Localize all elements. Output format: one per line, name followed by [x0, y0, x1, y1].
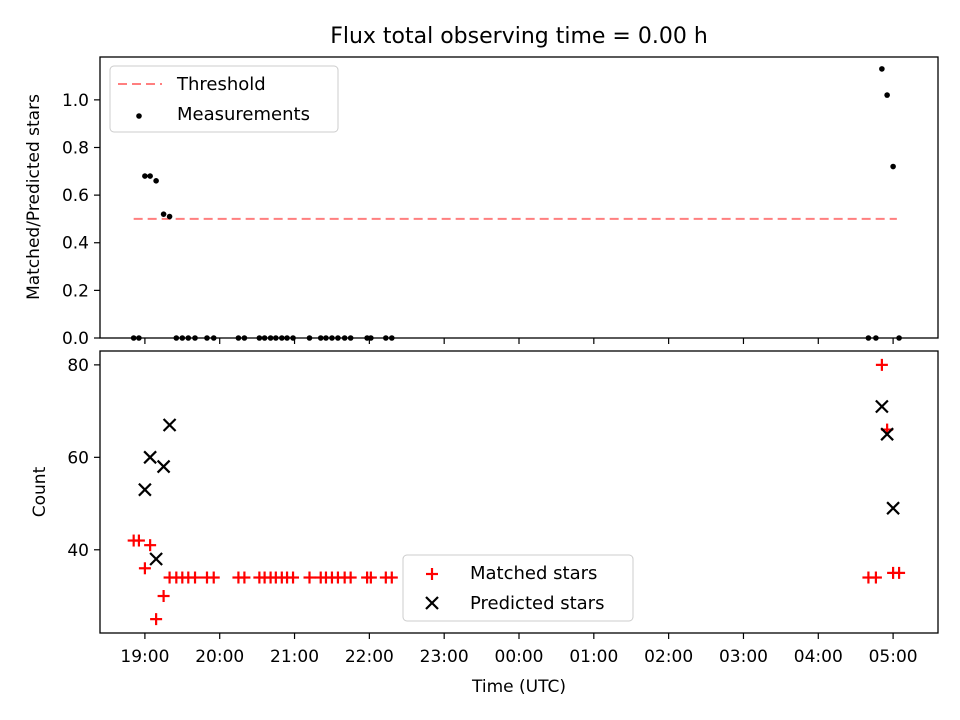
x-tick-label: 19:00	[120, 647, 169, 667]
measurement-point	[160, 211, 167, 217]
measurement-point	[890, 163, 896, 170]
count-x-axis: 19:00 20:00 21:00 22:00 23:00 00:00 01:00 02:00…	[120, 633, 918, 667]
matched-star-point	[238, 571, 251, 584]
legend-predicted-swatch	[425, 596, 439, 610]
x-tick-label: 02:00	[644, 647, 693, 667]
measurement-point	[142, 173, 148, 179]
count-y-tick-label: 60	[67, 448, 89, 468]
predicted-stars-points	[138, 399, 900, 566]
ratio-legend: Threshold Measurements	[109, 65, 339, 133]
matched-star-point	[207, 571, 220, 584]
predicted-star-point	[138, 482, 152, 497]
ratio-y-tick-label: 0.0	[62, 329, 89, 349]
x-tick-label: 00:00	[495, 647, 544, 667]
measurement-point	[147, 173, 153, 179]
matched-star-point	[138, 562, 151, 575]
predicted-star-point	[143, 450, 157, 465]
ratio-y-tick-label: 0.6	[62, 186, 89, 206]
x-tick-label: 23:00	[420, 647, 469, 667]
x-tick-label: 01:00	[569, 647, 618, 667]
predicted-star-point	[886, 501, 900, 515]
count-panel: 40 60 80 19:00 20:00 21:00 22:00 23:00 00:00 01:…	[30, 350, 939, 697]
ratio-y-tick-label: 0.8	[62, 138, 89, 158]
predicted-star-point	[162, 418, 177, 432]
matched-star-point	[144, 539, 157, 552]
matched-star-point	[132, 534, 145, 547]
ratio-y-tick-label: 0.4	[62, 234, 89, 254]
ratio-y-tick-label: 1.0	[62, 91, 89, 111]
x-tick-label: 21:00	[270, 647, 319, 667]
legend-measurements-swatch	[136, 113, 142, 119]
measurement-point	[166, 213, 173, 220]
matched-star-point	[150, 613, 163, 626]
count-y-axis: 40 60 80	[67, 356, 100, 561]
count-y-tick-label: 40	[67, 541, 89, 561]
ratio-y-axis: 0.0 0.2 0.4 0.6 0.8 1.0	[62, 91, 100, 349]
measurement-point	[153, 178, 159, 184]
x-tick-label: 04:00	[794, 647, 843, 667]
matched-star-point	[303, 571, 316, 584]
matched-stars-points	[127, 358, 906, 626]
chart-title: Flux total observing time = 0.00 h	[330, 24, 708, 49]
x-tick-label: 03:00	[719, 647, 768, 667]
predicted-star-point	[156, 459, 171, 474]
legend-matched-swatch	[426, 568, 438, 580]
matched-star-point	[893, 566, 906, 579]
x-tick-label: 05:00	[869, 647, 918, 667]
ratio-panel: 0.0 0.2 0.4 0.6 0.8 1.0 Matched/Predicted sta…	[24, 56, 939, 349]
count-y-tick-label: 80	[67, 356, 89, 376]
count-y-axis-label: Count	[30, 466, 50, 517]
matched-star-point	[875, 358, 888, 371]
x-axis-label: Time (UTC)	[471, 677, 566, 697]
legend-measurements-label: Measurements	[177, 104, 310, 125]
x-tick-label: 22:00	[345, 647, 394, 667]
ratio-y-tick-label: 0.2	[62, 281, 89, 301]
predicted-star-point	[149, 552, 163, 566]
predicted-star-point	[880, 427, 894, 441]
measurement-point	[884, 92, 890, 98]
x-tick-label: 20:00	[195, 647, 244, 667]
measurement-point	[879, 66, 885, 72]
legend-matched-label: Matched stars	[470, 563, 597, 584]
matched-star-point	[869, 571, 882, 584]
matched-star-point	[157, 590, 170, 603]
matched-star-point	[189, 571, 202, 584]
legend-predicted-label: Predicted stars	[470, 593, 604, 614]
matched-star-point	[385, 571, 398, 584]
predicted-star-point	[875, 399, 889, 414]
legend-threshold-label: Threshold	[176, 74, 266, 95]
matched-star-point	[364, 571, 377, 584]
matched-star-point	[287, 571, 300, 584]
ratio-x-axis-ticks	[144, 338, 894, 344]
matched-star-point	[344, 571, 357, 584]
ratio-y-axis-label: Matched/Predicted stars	[24, 94, 44, 300]
count-legend: Matched stars Predicted stars	[402, 554, 634, 622]
